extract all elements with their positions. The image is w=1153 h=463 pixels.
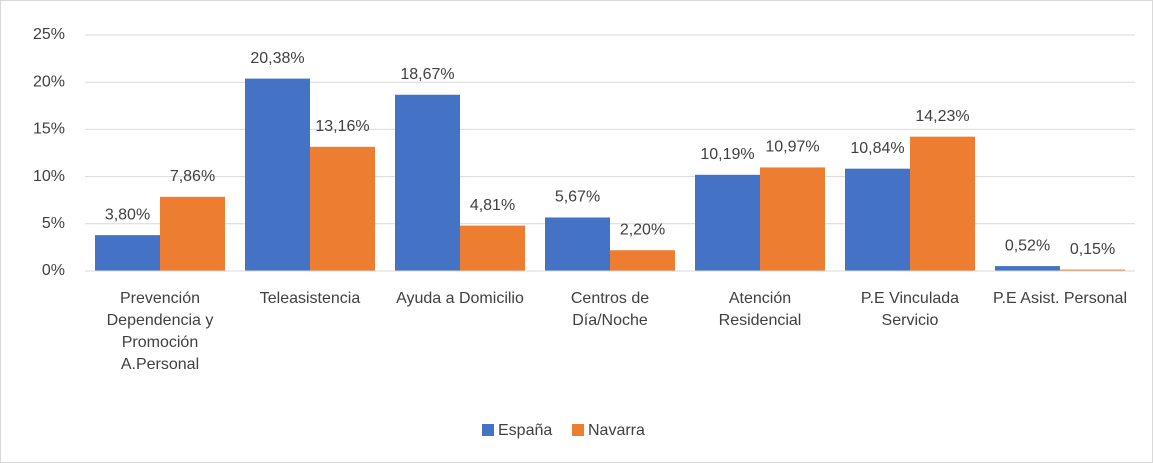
legend-label: Navarra [588, 422, 645, 439]
y-tick-label: 0% [42, 262, 65, 279]
data-label: 20,38% [250, 50, 304, 67]
bar [310, 146, 375, 271]
data-label: 10,84% [850, 140, 904, 157]
data-label: 0,52% [1005, 237, 1050, 254]
data-label: 2,20% [620, 221, 665, 238]
legend-label: España [498, 422, 552, 439]
x-tick-label: P.E Asist. Personal [993, 290, 1127, 307]
legend-swatch [482, 424, 494, 436]
data-label: 13,16% [315, 118, 369, 135]
data-label: 7,86% [170, 168, 215, 185]
x-tick-label: Centros de Día/Noche [570, 290, 650, 329]
y-tick-label: 5% [42, 215, 65, 232]
bar [845, 168, 910, 271]
data-label: 10,19% [700, 146, 754, 163]
x-tick-label: Teleasistencia [259, 290, 361, 307]
y-tick-label: 15% [33, 121, 65, 138]
y-tick-label: 10% [33, 168, 65, 185]
bar [910, 136, 975, 271]
data-label: 4,81% [470, 197, 515, 214]
bar [95, 235, 160, 271]
bar [995, 266, 1060, 271]
bar [1060, 269, 1125, 271]
data-label: 10,97% [765, 139, 819, 156]
x-tick-label: Atención Residencial [718, 290, 802, 329]
data-label: 5,67% [555, 189, 600, 206]
x-tick-label: Prevención Dependencia y Promoción A.Per… [106, 290, 214, 373]
bar [695, 174, 760, 271]
y-tick-label: 25% [33, 26, 65, 43]
data-label: 0,15% [1070, 241, 1115, 258]
bar [160, 196, 225, 271]
bar [460, 225, 525, 271]
legend-swatch [572, 424, 584, 436]
bar [545, 217, 610, 271]
y-tick-label: 20% [33, 73, 65, 90]
bar [395, 94, 460, 271]
x-tick-label: P.E Vinculada Servicio [860, 290, 960, 329]
bar [610, 250, 675, 271]
data-label: 18,67% [400, 66, 454, 83]
data-label: 14,23% [915, 108, 969, 125]
x-tick-label: Ayuda a Domicilio [396, 290, 524, 307]
bar [760, 167, 825, 271]
data-label: 3,80% [105, 206, 150, 223]
bar [245, 78, 310, 272]
